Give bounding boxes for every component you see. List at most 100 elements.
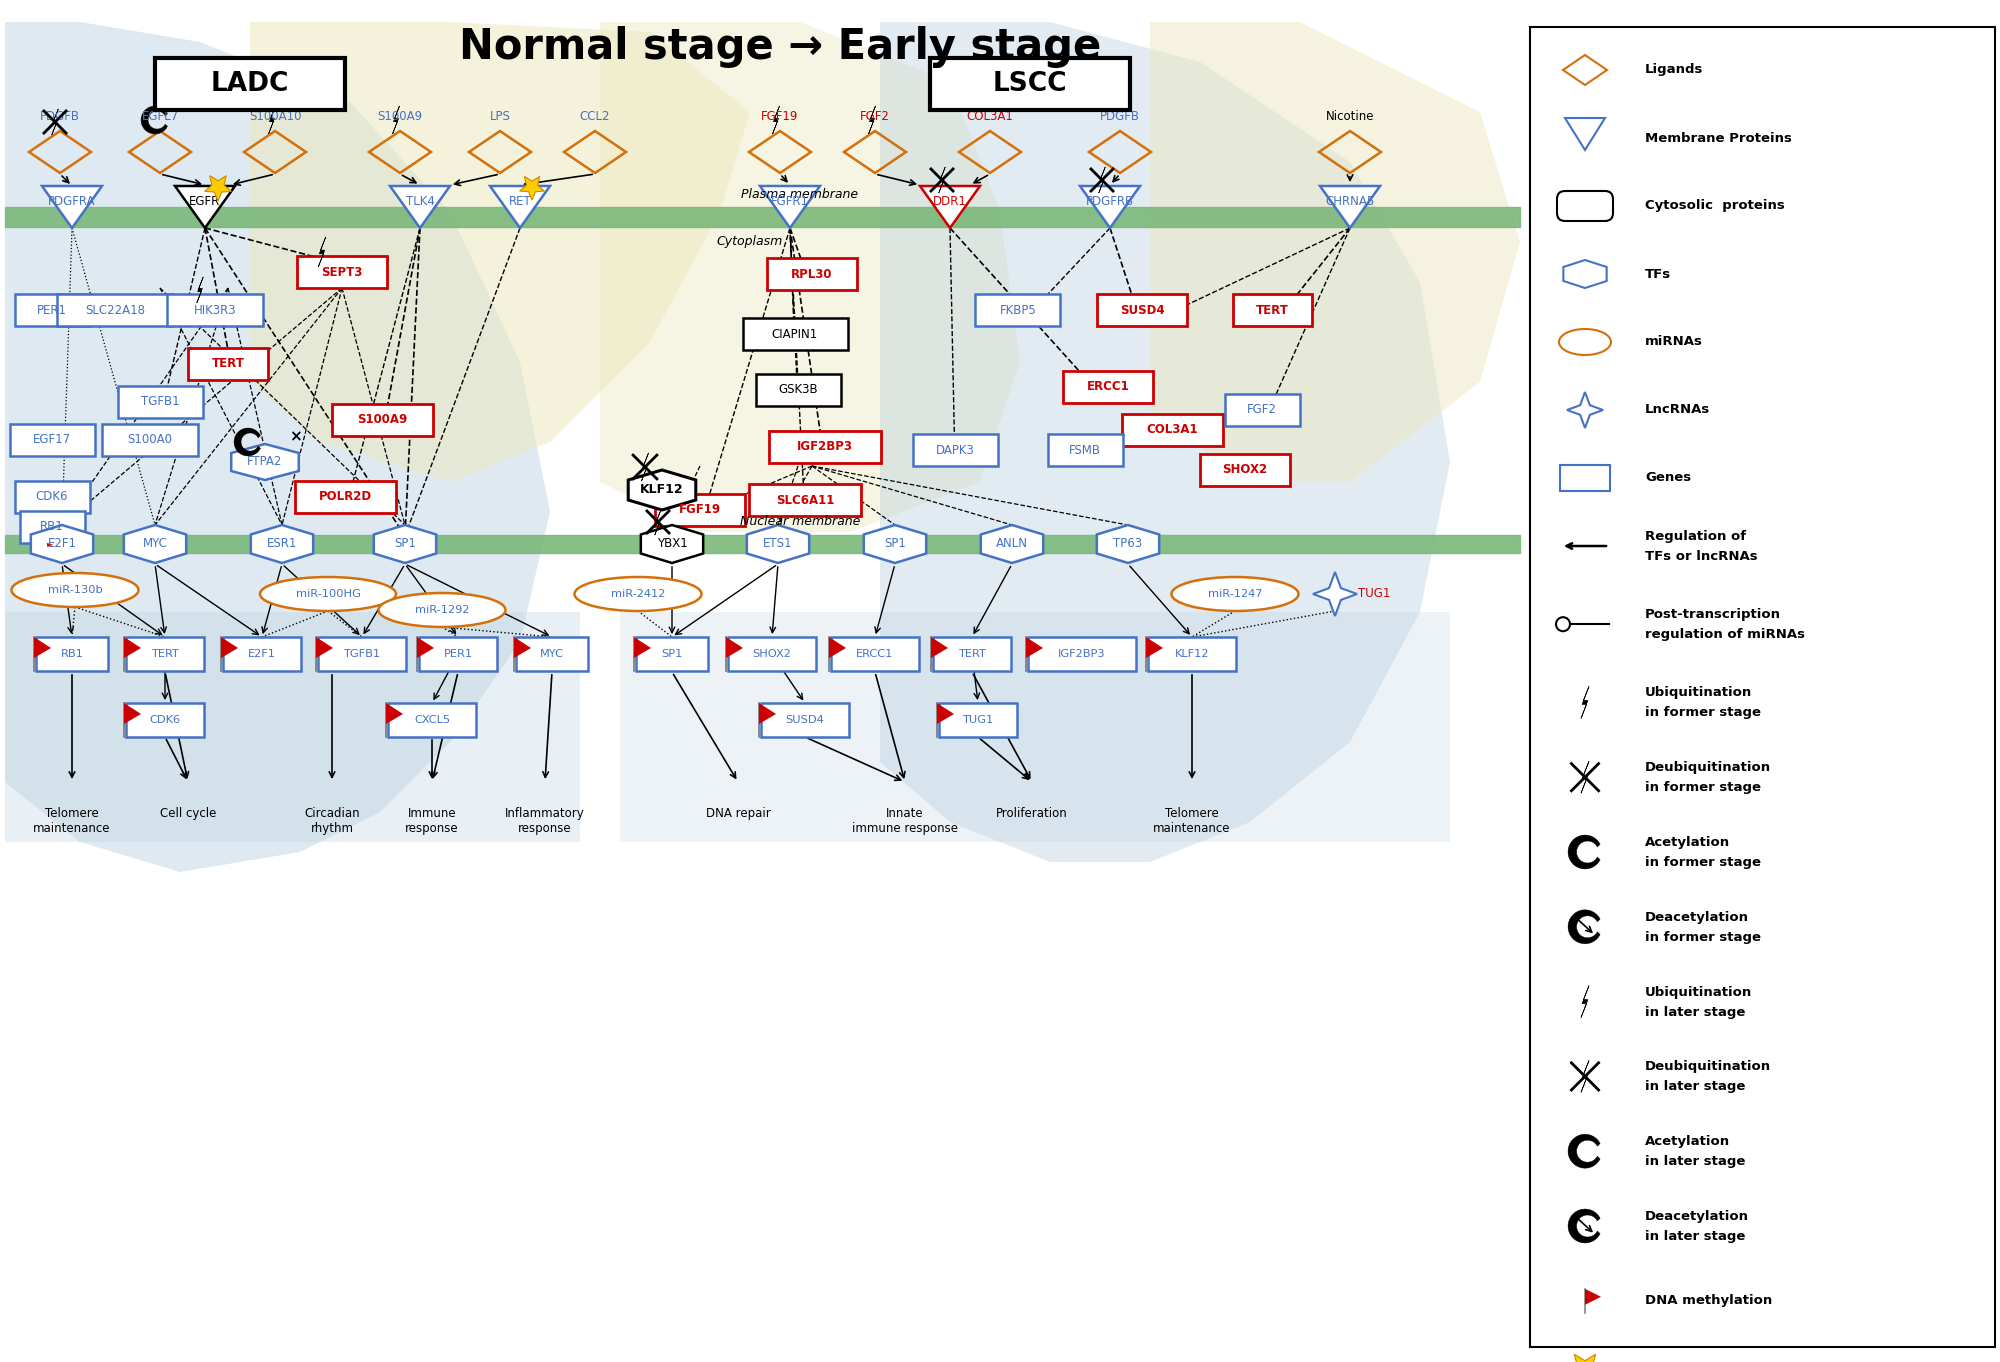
Text: KLF12: KLF12	[1174, 650, 1210, 659]
Text: ERCC1: ERCC1	[856, 650, 894, 659]
Text: PDGFRB: PDGFRB	[1086, 196, 1134, 208]
Text: SHOX2: SHOX2	[1222, 463, 1268, 477]
Text: S100A9: S100A9	[378, 110, 422, 124]
Text: LADC: LADC	[210, 71, 290, 97]
Polygon shape	[4, 22, 550, 872]
FancyBboxPatch shape	[1096, 294, 1188, 326]
Polygon shape	[654, 509, 662, 535]
Text: DAPK3: DAPK3	[936, 444, 974, 456]
Text: Ligands: Ligands	[1644, 64, 1704, 76]
Polygon shape	[830, 637, 846, 658]
Polygon shape	[1568, 1354, 1602, 1362]
Text: Plasma membrane: Plasma membrane	[742, 188, 858, 202]
Text: regulation of miRNAs: regulation of miRNAs	[1644, 628, 1804, 642]
Text: COL3A1: COL3A1	[1146, 424, 1198, 436]
FancyBboxPatch shape	[756, 375, 840, 406]
Text: ×: ×	[288, 429, 302, 444]
Text: SP1: SP1	[884, 538, 906, 550]
FancyBboxPatch shape	[188, 349, 268, 380]
Text: SUSD4: SUSD4	[786, 715, 824, 725]
Text: SLC6A11: SLC6A11	[776, 493, 834, 507]
FancyBboxPatch shape	[318, 637, 406, 671]
FancyBboxPatch shape	[14, 481, 90, 513]
FancyBboxPatch shape	[940, 703, 1016, 737]
Text: RPL30: RPL30	[792, 267, 832, 281]
Text: in later stage: in later stage	[1644, 1080, 1746, 1094]
Text: TERT: TERT	[212, 357, 244, 370]
FancyBboxPatch shape	[1556, 191, 1612, 221]
Polygon shape	[1564, 118, 1604, 150]
FancyBboxPatch shape	[1560, 464, 1610, 490]
Polygon shape	[1580, 686, 1588, 718]
Polygon shape	[980, 524, 1044, 563]
Text: FGF19: FGF19	[762, 110, 798, 124]
Polygon shape	[1080, 187, 1140, 227]
Text: in former stage: in former stage	[1644, 855, 1762, 869]
FancyBboxPatch shape	[332, 405, 432, 436]
Text: RB1: RB1	[40, 520, 64, 534]
Polygon shape	[746, 524, 810, 563]
Text: Cytoplasm: Cytoplasm	[716, 236, 784, 248]
Polygon shape	[124, 637, 140, 658]
Text: MYC: MYC	[142, 538, 168, 550]
Text: Nicotine: Nicotine	[1326, 110, 1374, 124]
Text: Membrane Proteins: Membrane Proteins	[1644, 132, 1792, 144]
Polygon shape	[634, 637, 652, 658]
Text: PDGFB: PDGFB	[1100, 110, 1140, 124]
Text: CDK6: CDK6	[36, 490, 68, 504]
Polygon shape	[868, 106, 876, 133]
Polygon shape	[392, 106, 400, 133]
Polygon shape	[196, 276, 204, 302]
Polygon shape	[514, 637, 532, 658]
Polygon shape	[642, 454, 648, 481]
Polygon shape	[864, 524, 926, 563]
Text: SP1: SP1	[394, 538, 416, 550]
FancyBboxPatch shape	[224, 637, 300, 671]
Text: Deacetylation: Deacetylation	[1644, 911, 1748, 923]
Text: DNA methylation: DNA methylation	[1644, 1294, 1772, 1308]
Text: miR-2412: miR-2412	[610, 588, 666, 599]
Text: SUSD4: SUSD4	[1120, 304, 1164, 316]
Ellipse shape	[378, 592, 506, 627]
FancyBboxPatch shape	[14, 294, 90, 326]
Polygon shape	[628, 470, 696, 509]
Text: FGF2: FGF2	[860, 110, 890, 124]
Polygon shape	[1150, 22, 1520, 482]
Polygon shape	[1580, 986, 1588, 1017]
Text: Ubiquitination: Ubiquitination	[1644, 686, 1752, 700]
Text: Immune
response: Immune response	[406, 808, 458, 835]
Text: FSMB: FSMB	[1068, 444, 1100, 456]
Polygon shape	[234, 428, 260, 456]
Ellipse shape	[12, 573, 138, 607]
FancyBboxPatch shape	[1148, 637, 1236, 671]
Text: PDGFRA: PDGFRA	[48, 196, 96, 208]
Polygon shape	[1312, 572, 1356, 616]
Text: SP1: SP1	[662, 650, 682, 659]
Text: S100A10: S100A10	[248, 110, 302, 124]
Polygon shape	[1568, 392, 1604, 428]
Text: Regulation of: Regulation of	[1644, 530, 1746, 543]
Text: DDR1: DDR1	[934, 196, 966, 208]
Circle shape	[1556, 617, 1570, 631]
Polygon shape	[318, 237, 326, 267]
Polygon shape	[880, 22, 1450, 862]
Text: HIK3R3: HIK3R3	[194, 304, 236, 316]
FancyBboxPatch shape	[20, 511, 84, 543]
Text: Innate
immune response: Innate immune response	[852, 808, 958, 835]
Text: YBX1: YBX1	[656, 538, 688, 550]
FancyBboxPatch shape	[126, 637, 204, 671]
Polygon shape	[204, 176, 232, 202]
Text: FKBP5: FKBP5	[1000, 304, 1036, 316]
Polygon shape	[124, 703, 140, 725]
Text: in later stage: in later stage	[1644, 1230, 1746, 1244]
FancyBboxPatch shape	[832, 637, 920, 671]
Text: IGF2BP3: IGF2BP3	[796, 440, 852, 454]
Text: ►: ►	[46, 539, 54, 549]
Polygon shape	[1568, 1135, 1600, 1169]
FancyBboxPatch shape	[296, 256, 386, 287]
Ellipse shape	[1560, 330, 1612, 355]
FancyBboxPatch shape	[1530, 27, 1996, 1347]
FancyBboxPatch shape	[656, 494, 744, 526]
Polygon shape	[938, 168, 946, 193]
Polygon shape	[250, 22, 750, 482]
